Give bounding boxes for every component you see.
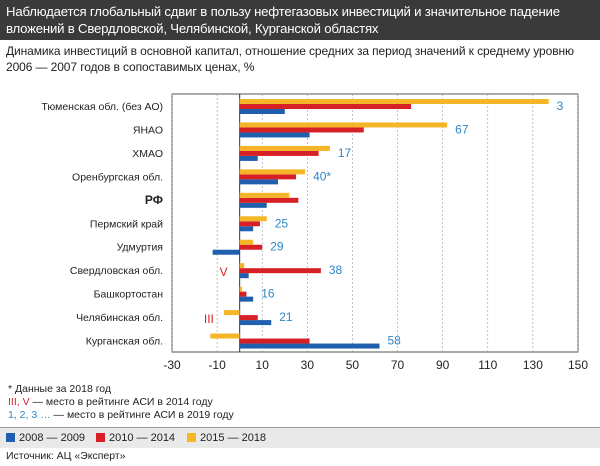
bar	[239, 99, 549, 104]
category-label: Башкортостан	[94, 289, 164, 301]
rank-2019-label: 3	[557, 99, 564, 113]
rank-2019-label: 16	[261, 287, 275, 301]
legend-swatch-2008-2009	[6, 433, 15, 442]
category-label: РФ	[145, 193, 163, 207]
x-tick-label: 130	[523, 358, 543, 372]
bar	[239, 286, 242, 292]
bar	[239, 239, 254, 245]
source-note: Источник: АЦ «Эксперт»	[6, 450, 126, 462]
rank-2019-label: 21	[279, 310, 293, 324]
bar	[239, 132, 310, 138]
rank-2019-label: 17	[338, 146, 352, 160]
bar	[239, 291, 247, 297]
bar	[239, 174, 297, 180]
bar	[239, 296, 254, 302]
rank-2019-label: 38	[329, 263, 343, 277]
bar	[239, 343, 380, 349]
category-label: Удмуртия	[117, 242, 163, 254]
bar	[239, 109, 285, 114]
legend-item-2015-2018: 2015 — 2018	[187, 432, 266, 444]
bar	[239, 320, 272, 326]
rank-2019-label: 29	[270, 240, 284, 254]
bar	[239, 104, 412, 109]
note-roman-text: — место в рейтинге АСИ в 2014 году	[29, 396, 213, 408]
category-label: Оренбургская обл.	[72, 171, 163, 183]
bar	[210, 333, 240, 339]
rank-2019-label: 25	[275, 216, 289, 230]
category-label: Челябинская обл.	[76, 312, 163, 324]
bar	[239, 202, 267, 208]
legend-label-2008-2009: 2008 — 2009	[19, 432, 86, 444]
note-arabic-marks: 1, 2, 3 …	[8, 409, 51, 421]
category-label: Свердловская обл.	[70, 265, 163, 277]
note-roman: III, V — место в рейтинге АСИ в 2014 год…	[8, 396, 234, 409]
bar	[239, 127, 364, 133]
note-arabic: 1, 2, 3 … — место в рейтинге АСИ в 2019 …	[8, 409, 234, 422]
header-bar: Наблюдается глобальный сдвиг в пользу не…	[0, 0, 600, 40]
bar	[239, 338, 310, 344]
bar	[212, 249, 240, 255]
legend-label-2010-2014: 2010 — 2014	[109, 432, 176, 444]
category-label: ХМАО	[132, 148, 163, 160]
bar	[239, 122, 448, 128]
bar	[239, 221, 260, 227]
chart-notes: * Данные за 2018 год III, V — место в ре…	[8, 383, 234, 422]
chart-legend: 2008 — 2009 2010 — 2014 2015 — 2018	[0, 427, 600, 448]
bar	[239, 179, 279, 185]
legend-swatch-2015-2018	[187, 433, 196, 442]
legend-swatch-2010-2014	[96, 433, 105, 442]
bar	[239, 268, 321, 274]
bar	[239, 273, 249, 279]
category-label: ЯНАО	[133, 124, 163, 136]
bar	[239, 263, 245, 269]
bar	[239, 169, 306, 175]
rank-2014-label: III	[204, 312, 214, 326]
bar	[239, 155, 258, 161]
bar	[239, 315, 258, 321]
bar	[239, 244, 263, 250]
bar	[239, 145, 330, 151]
rank-2019-label: 58	[388, 334, 402, 348]
rank-2019-label: 67	[455, 122, 469, 136]
category-label: Пермский край	[90, 218, 163, 230]
legend-label-2015-2018: 2015 — 2018	[200, 432, 267, 444]
x-tick-label: 150	[568, 358, 588, 372]
category-label: Курганская обл.	[86, 336, 163, 348]
bar	[239, 226, 254, 232]
x-tick-label: 30	[301, 358, 315, 372]
note-asterisk: * Данные за 2018 год	[8, 383, 112, 395]
x-tick-label: 10	[256, 358, 270, 372]
legend-item-2008-2009: 2008 — 2009	[6, 432, 85, 444]
x-tick-label: -10	[208, 358, 226, 372]
x-tick-label: 90	[436, 358, 450, 372]
bar	[239, 197, 299, 203]
x-tick-label: 70	[391, 358, 405, 372]
note-roman-marks: III, V	[8, 396, 30, 408]
x-tick-label: -30	[163, 358, 181, 372]
category-label: Тюменская обл. (без АО)	[41, 101, 163, 113]
bar	[239, 216, 267, 222]
x-tick-label: 110	[478, 358, 497, 372]
chart-subtitle: Динамика инвестиций в основной капитал, …	[6, 44, 574, 74]
x-tick-label: 50	[346, 358, 360, 372]
rank-2019-label: 40*	[313, 169, 331, 183]
bar	[239, 192, 290, 198]
legend-item-2010-2014: 2010 — 2014	[96, 432, 175, 444]
note-arabic-text: — место в рейтинге АСИ в 2019 году	[50, 409, 234, 421]
bar	[223, 310, 240, 316]
chart-title: Наблюдается глобальный сдвиг в пользу не…	[6, 4, 560, 36]
bar	[239, 150, 319, 156]
rank-2014-label: V	[220, 265, 228, 279]
